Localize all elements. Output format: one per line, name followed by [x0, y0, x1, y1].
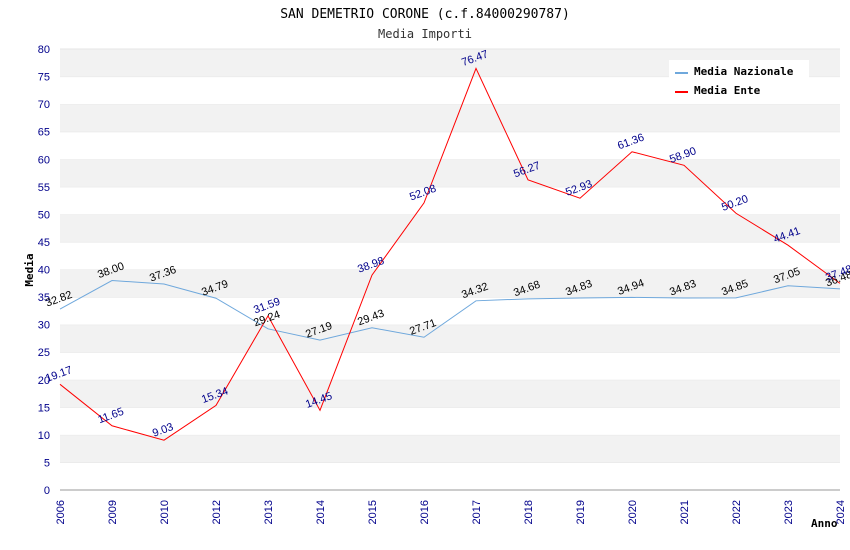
x-tick-label: 2014 [315, 500, 327, 524]
grid-band [60, 434, 840, 463]
x-tick-label: 2016 [419, 500, 431, 524]
y-tick-label: 10 [38, 430, 50, 442]
y-tick-label: 70 [38, 99, 50, 111]
x-tick-label: 2006 [55, 500, 67, 524]
y-tick-label: 50 [38, 209, 50, 221]
y-tick-label: 75 [38, 72, 50, 84]
series-lines [59, 67, 841, 441]
x-tick-label: 2015 [367, 500, 379, 524]
y-tick-label: 35 [38, 292, 50, 304]
y-tick-label: 5 [44, 457, 50, 469]
y-tick-label: 0 [44, 485, 50, 497]
y-axis-label: Media [23, 253, 36, 286]
chart-title: SAN DEMETRIO CORONE (c.f.84000290787) [280, 7, 570, 22]
x-tick-label: 2018 [523, 500, 535, 524]
x-tick-label: 2022 [731, 500, 743, 524]
grid-bands [60, 48, 840, 490]
x-tick-label: 2009 [107, 500, 119, 524]
y-tick-label: 20 [38, 375, 50, 387]
grid-band [60, 186, 840, 215]
y-tick-label: 65 [38, 127, 50, 139]
grid-band [60, 379, 840, 408]
grid-band [60, 159, 840, 187]
legend: Media Nazionale Media Ente [669, 60, 809, 100]
series-line-ente [59, 67, 841, 441]
x-axis-ticks: 2006 2009 2010 2012 2013 2014 2015 2016 2017 2018… [55, 500, 847, 524]
y-tick-label: 55 [38, 182, 50, 194]
x-tick-label: 2010 [159, 500, 171, 524]
y-tick-label: 25 [38, 347, 50, 359]
x-tick-label: 2019 [575, 500, 587, 524]
y-axis-ticks: 0 5 10 15 20 25 30 35 40 45 50 55 60 65 70 75 80 [38, 44, 50, 497]
x-tick-label: 2017 [471, 500, 483, 524]
x-tick-label: 2012 [211, 500, 223, 524]
chart-subtitle: Media Importi [378, 27, 472, 41]
x-tick-label: 2023 [783, 500, 795, 524]
legend-box [669, 60, 809, 100]
legend-label-ente: Media Ente [694, 84, 761, 97]
grid-band [60, 297, 840, 325]
grid-band [60, 407, 840, 435]
legend-label-nazionale: Media Nazionale [694, 65, 794, 78]
x-tick-label: 2021 [679, 500, 691, 524]
grid-band [60, 214, 840, 242]
grid-band [60, 104, 840, 132]
y-tick-label: 60 [38, 154, 50, 166]
x-tick-label: 2024 [835, 500, 847, 524]
x-axis-label: Anno [811, 517, 838, 530]
y-tick-label: 40 [38, 265, 50, 277]
grid-band [60, 241, 840, 270]
grid-band [60, 462, 840, 490]
y-tick-label: 30 [38, 320, 50, 332]
grid-band [60, 269, 840, 298]
grid-band [60, 352, 840, 380]
series-line-nazionale [59, 280, 841, 341]
grid-band [60, 324, 840, 353]
y-tick-label: 80 [38, 44, 50, 56]
x-tick-label: 2020 [627, 500, 639, 524]
y-tick-label: 45 [38, 237, 50, 249]
y-tick-label: 15 [38, 402, 50, 414]
x-tick-label: 2013 [263, 500, 275, 524]
